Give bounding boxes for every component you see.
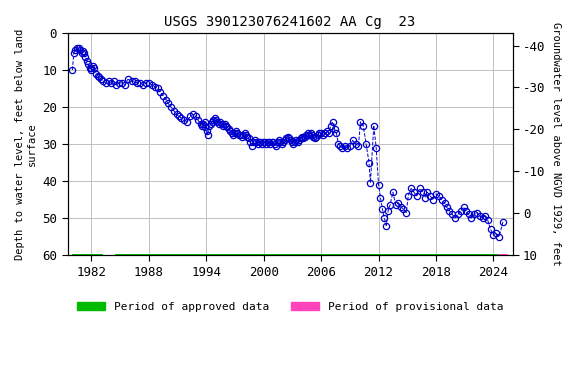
Bar <box>498 254 507 257</box>
Y-axis label: Groundwater level above NGVD 1929, feet: Groundwater level above NGVD 1929, feet <box>551 22 561 266</box>
Y-axis label: Depth to water level, feet below land
surface: Depth to water level, feet below land su… <box>15 28 37 260</box>
Legend: Period of approved data, Period of provisional data: Period of approved data, Period of provi… <box>73 297 507 316</box>
Title: USGS 390123076241602 AA Cg  23: USGS 390123076241602 AA Cg 23 <box>164 15 416 29</box>
Bar <box>115 254 498 257</box>
Bar <box>73 254 103 257</box>
